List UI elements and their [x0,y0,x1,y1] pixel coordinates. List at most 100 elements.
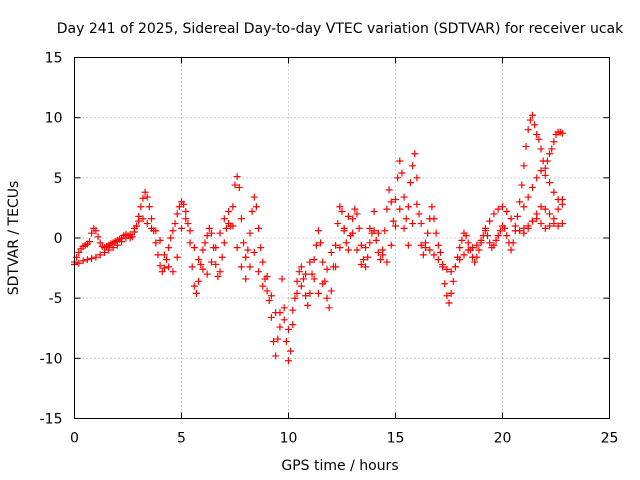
data-point [554,205,562,213]
data-point [293,289,301,297]
data-point [148,215,156,223]
y-tick-label: -10 [40,351,63,367]
data-point [332,241,340,249]
data-point [325,304,333,312]
data-point [327,248,335,256]
data-point [246,229,254,237]
data-point [366,239,374,247]
data-point [182,208,190,216]
data-point [342,239,350,247]
data-point [406,179,414,187]
data-point [344,246,352,254]
data-point [426,246,434,254]
data-point [199,265,207,273]
data-point [291,294,299,302]
data-point [409,162,417,170]
grid [74,57,610,419]
data-point [417,241,425,249]
data-point [207,258,215,266]
data-point [270,337,278,345]
data-point [396,205,404,213]
data-point [323,265,331,273]
data-point [272,352,280,360]
data-point [250,193,258,201]
data-point [520,224,528,232]
data-point [411,150,419,158]
data-point [548,145,556,153]
data-point [285,357,292,365]
data-point [464,239,472,247]
data-point [400,224,408,232]
data-point [263,273,271,281]
data-point [160,251,168,259]
data-point [494,205,502,213]
data-point [349,215,357,223]
data-point [122,234,130,242]
data-point [297,282,305,290]
data-point [214,273,222,281]
data-point [546,179,554,187]
data-point [143,220,151,228]
data-point [163,256,171,264]
data-point [520,162,528,170]
data-point [319,258,327,266]
data-point [501,224,509,232]
data-point [205,224,213,232]
data-point [75,259,83,267]
data-point [88,229,96,237]
data-point [503,232,511,240]
data-point [203,232,211,240]
data-point [195,277,203,285]
data-point [222,224,230,232]
data-point [235,183,243,191]
data-point [554,222,562,230]
data-point [327,287,335,295]
data-point [92,253,100,261]
data-point [434,241,442,249]
data-point [490,241,498,249]
data-point [212,260,220,268]
data-point [274,335,282,343]
y-tick-label: 15 [45,51,63,67]
data-point [75,248,83,256]
data-point [83,256,91,264]
data-point [201,239,209,247]
data-point [190,282,198,290]
data-point [522,143,530,151]
data-point [246,263,254,271]
data-point [276,323,284,331]
data-point [477,236,485,244]
data-point [398,169,406,177]
data-point [528,111,536,119]
data-point [250,248,258,256]
data-point [340,227,348,235]
data-point [332,263,340,271]
data-point [302,292,310,300]
data-point [387,241,395,249]
data-point [312,241,320,249]
data-point [415,210,423,218]
y-tick-label: -5 [49,291,63,307]
data-point [447,268,455,276]
data-point [323,294,331,302]
data-point [145,203,153,211]
data-point [492,236,500,244]
data-point [370,208,378,216]
data-series-sdtvar [71,111,566,365]
x-tick-label: 0 [70,431,79,447]
data-point [126,230,134,238]
data-point [306,289,314,297]
data-point [259,282,267,290]
data-point [169,268,177,276]
data-point [543,157,551,165]
data-point [216,268,224,276]
data-point [362,244,370,252]
data-point [141,188,149,196]
data-point [272,309,280,317]
data-point [143,193,151,201]
data-point [285,325,292,333]
data-point [267,313,275,321]
data-point [220,239,228,247]
data-point [364,253,372,261]
data-point [546,150,554,158]
